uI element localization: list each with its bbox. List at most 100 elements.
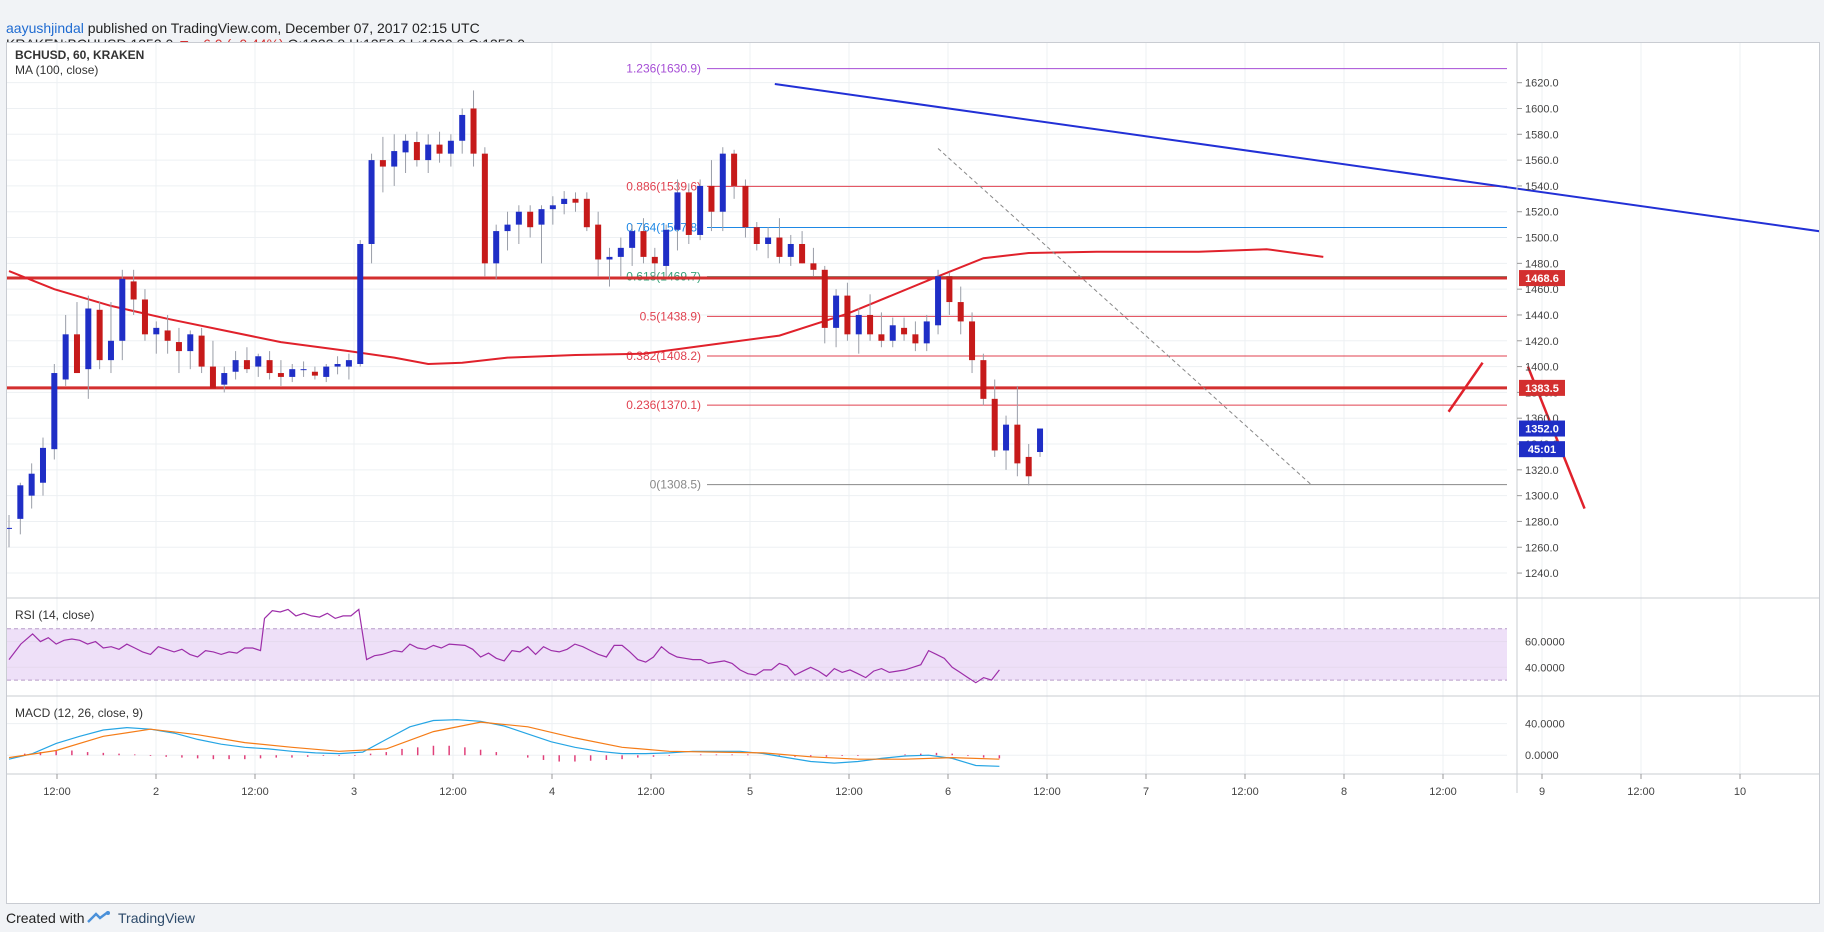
- macd-panel[interactable]: 40.0000 0.0000: [7, 719, 1565, 767]
- y-tick-label: 1420.0: [1525, 336, 1559, 348]
- candle-body: [323, 366, 330, 377]
- x-tick-label: 5: [747, 786, 753, 798]
- x-tick-label: 10: [1734, 786, 1746, 798]
- rsi-panel[interactable]: 60.0000 40.0000: [7, 608, 1565, 684]
- candle-body: [221, 373, 228, 385]
- publication-header: aayushjindal published on TradingView.co…: [0, 0, 1824, 52]
- chart-frame[interactable]: 1.236(1630.9) 0.886(1539.6) 0.764(1507.8) 0…: [6, 42, 1820, 904]
- candle: [1037, 428, 1044, 457]
- rsi-y-tick-label: 40.0000: [1525, 662, 1565, 674]
- y-tick-label: 1520.0: [1525, 207, 1559, 219]
- candle-body: [889, 325, 896, 341]
- macd-signal-line: [8, 721, 1000, 760]
- candle: [867, 294, 874, 341]
- candle-body: [583, 198, 590, 228]
- ma-100-path: [8, 248, 1324, 366]
- candle: [425, 134, 432, 174]
- candle: [130, 269, 137, 315]
- candle-body: [776, 237, 783, 257]
- candle-body: [334, 364, 341, 367]
- candle: [39, 437, 46, 496]
- y-tick-label: 1240.0: [1525, 568, 1559, 580]
- y-tick-label: 1300.0: [1525, 491, 1559, 503]
- candle-body: [255, 356, 262, 367]
- candle-body: [685, 192, 692, 235]
- author-link[interactable]: aayushjindal: [6, 20, 84, 36]
- candle: [311, 366, 318, 380]
- candle: [107, 302, 114, 374]
- candle-body: [1025, 456, 1032, 477]
- candle-body: [935, 276, 942, 326]
- y-tick-label: 1500.0: [1525, 233, 1559, 245]
- candle-body: [368, 160, 375, 244]
- candle-body: [651, 256, 658, 264]
- candle-body: [765, 237, 772, 244]
- candle: [1014, 385, 1021, 477]
- candle: [164, 314, 171, 354]
- candle-body: [799, 243, 806, 264]
- y-tick-label: 1560.0: [1525, 155, 1559, 167]
- published-text: published on TradingView.com, December 0…: [87, 20, 480, 36]
- candle-body: [402, 140, 409, 153]
- candle: [402, 134, 409, 174]
- ma-100-line: [8, 248, 1324, 366]
- candle: [187, 330, 194, 370]
- candle-body: [674, 192, 681, 230]
- candle: [708, 160, 715, 232]
- candle-body: [51, 373, 58, 450]
- candle-body: [300, 369, 307, 371]
- x-tick-label: 8: [1341, 786, 1347, 798]
- candle: [799, 231, 806, 264]
- candle: [232, 351, 239, 380]
- y-tick-label: 1400.0: [1525, 362, 1559, 374]
- rsi-legend: RSI (14, close): [15, 608, 94, 622]
- grid: [7, 43, 1741, 774]
- chart-labels: BCHUSD, 60, KRAKEN MA (100, close) RSI (…: [15, 48, 1565, 720]
- candle: [787, 234, 794, 266]
- candle: [413, 131, 420, 167]
- x-tick-label: 12:00: [43, 786, 71, 798]
- candle-body: [787, 243, 794, 257]
- chart-canvas[interactable]: 1.236(1630.9) 0.886(1539.6) 0.764(1507.8) 0…: [7, 43, 1819, 903]
- macd-legend: MACD (12, 26, close, 9): [15, 706, 143, 720]
- rsi-band: [7, 628, 1507, 681]
- candle: [731, 149, 738, 199]
- candle: [935, 269, 942, 335]
- candle-body: [277, 373, 284, 377]
- candle-body: [821, 269, 828, 328]
- candle-body: [946, 276, 953, 303]
- candle-body: [957, 302, 964, 322]
- bearish-trendline: [774, 82, 1819, 233]
- candle: [481, 147, 488, 277]
- candle-body: [96, 309, 103, 361]
- candle-body: [379, 160, 386, 167]
- rsi-y-tick-label: 60.0000: [1525, 637, 1565, 649]
- candle-body: [878, 334, 885, 341]
- candle: [957, 286, 964, 335]
- candle-body: [629, 231, 636, 248]
- candle-body: [742, 185, 749, 228]
- candle: [7, 514, 12, 548]
- candle-body: [436, 144, 443, 154]
- price-panel[interactable]: 1.236(1630.9) 0.886(1539.6) 0.764(1507.8) 0…: [7, 62, 1819, 548]
- candle: [277, 360, 284, 386]
- candlestick-series: [7, 90, 1044, 548]
- candle: [459, 108, 466, 154]
- candle: [243, 347, 250, 374]
- candle: [629, 224, 636, 266]
- x-tick-label: 2: [153, 786, 159, 798]
- candle: [538, 205, 545, 264]
- candle: [527, 205, 534, 238]
- candle-body: [141, 299, 148, 335]
- candle: [175, 327, 182, 374]
- price-axis-badge: [1519, 379, 1565, 396]
- candle: [28, 463, 35, 509]
- candle: [742, 179, 749, 238]
- candle: [300, 361, 307, 377]
- y-tick-label: 1280.0: [1525, 516, 1559, 528]
- candle-body: [844, 295, 851, 335]
- candle-body: [470, 108, 477, 154]
- tradingview-brand[interactable]: TradingView: [118, 910, 196, 926]
- candle-body: [39, 447, 46, 483]
- candle-body: [980, 360, 987, 399]
